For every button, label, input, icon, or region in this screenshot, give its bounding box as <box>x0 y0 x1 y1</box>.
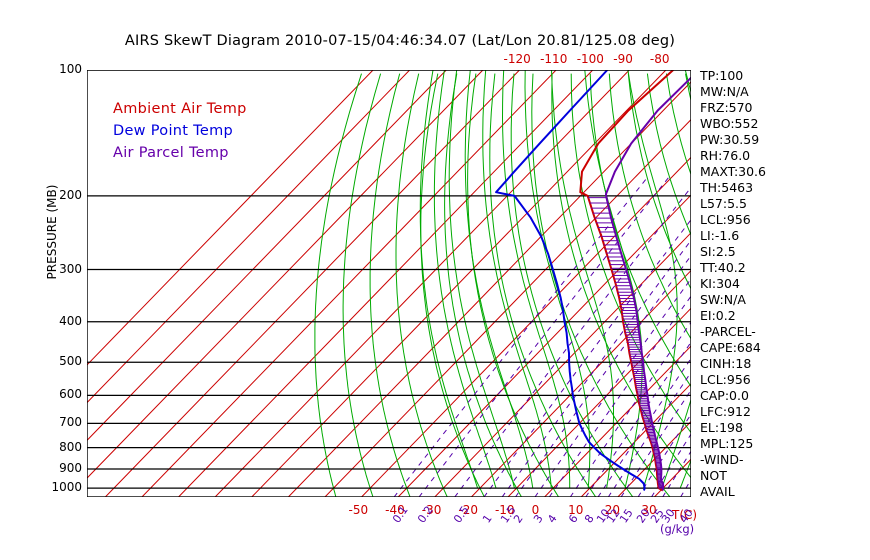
info-item-4: PW:30.59 <box>700 132 760 147</box>
info-panel: TP:100 MW:N/A FRZ:570 WBO:552 PW:30.59 RH:76.… <box>700 68 860 500</box>
pressure-tick-400: 400 <box>59 313 82 328</box>
info-item-8: L57:5.5 <box>700 196 747 211</box>
bottom-temp-tick--30: -30 <box>421 503 442 517</box>
info-item-26: AVAIL <box>700 484 735 499</box>
top-temp-tick--80: -80 <box>649 52 670 66</box>
bottom-temp-tick-20: 20 <box>604 503 621 517</box>
bottom-temp-tick--50: -50 <box>348 503 369 517</box>
top-temp-tick--90: -90 <box>613 52 633 66</box>
info-item-17: CAPE:684 <box>700 340 761 355</box>
bottom-temp-tick--10: -10 <box>494 503 515 517</box>
mixing-ratio-axis-label: (g/kg) <box>660 522 695 536</box>
mixing-ratio-tick-1: 1 <box>480 512 495 526</box>
top-temp-tick--100: -100 <box>576 52 604 66</box>
legend-parcel: Air Parcel Temp <box>113 145 229 161</box>
info-item-0: TP:100 <box>700 68 744 83</box>
top-temp-tick--120: -120 <box>503 52 531 66</box>
info-item-2: FRZ:570 <box>700 100 753 115</box>
pressure-tick-700: 700 <box>59 415 82 430</box>
info-item-24: -WIND- <box>700 452 744 467</box>
info-item-15: EI:0.2 <box>700 308 736 323</box>
bottom-temp-tick-0: 0 <box>531 503 540 517</box>
mixing-ratio-tick-2: 2 <box>511 512 527 526</box>
plot-area <box>87 70 691 497</box>
pressure-tick-200: 200 <box>59 187 82 202</box>
page-title: AIRS SkewT Diagram 2010-07-15/04:46:34.0… <box>124 33 676 49</box>
legend-ambient: Ambient Air Temp <box>113 101 247 117</box>
pressure-tick-1000: 1000 <box>51 480 82 495</box>
info-item-19: LCL:956 <box>700 372 751 387</box>
mixing-ratio-tick-8: 8 <box>581 512 597 526</box>
info-item-9: LCL:956 <box>700 212 751 227</box>
info-item-6: MAXT:30.6 <box>700 164 766 179</box>
top-temp-tick--110: -110 <box>540 52 568 66</box>
info-item-7: TH:5463 <box>700 180 754 195</box>
legend-dewpoint: Dew Point Temp <box>113 123 234 139</box>
bottom-temp-tick--40: -40 <box>385 503 405 517</box>
pressure-tick-800: 800 <box>59 439 82 454</box>
skewt-svg <box>87 70 691 497</box>
info-item-14: SW:N/A <box>700 292 746 307</box>
info-item-21: LFC:912 <box>700 404 751 419</box>
bottom-temp-tick--20: -20 <box>458 503 478 517</box>
info-item-20: CAP:0.0 <box>700 388 749 403</box>
info-item-22: EL:198 <box>700 420 743 435</box>
info-item-1: MW:N/A <box>700 84 749 99</box>
pressure-tick-600: 600 <box>59 387 82 402</box>
mixing-ratio-tick-4: 4 <box>545 512 560 526</box>
pressure-tick-900: 900 <box>59 461 82 475</box>
temperature-axis-label: T(C) <box>672 508 698 522</box>
info-item-13: KI:304 <box>700 276 740 291</box>
info-item-10: LI:-1.6 <box>700 228 740 243</box>
mixing-ratio-tick-3: 3 <box>530 512 546 526</box>
info-item-18: CINH:18 <box>700 356 752 371</box>
pressure-tick-500: 500 <box>59 354 82 369</box>
info-item-25: NOT <box>700 468 727 483</box>
bottom-temp-tick-10: 10 <box>568 503 584 517</box>
bottom-temp-tick-30: 30 <box>641 503 657 517</box>
info-item-3: WBO:552 <box>700 116 759 131</box>
info-item-11: SI:2.5 <box>700 244 736 259</box>
info-item-5: RH:76.0 <box>700 148 751 163</box>
pressure-tick-100: 100 <box>59 62 82 76</box>
pressure-tick-300: 300 <box>59 261 82 276</box>
info-item-23: MPL:125 <box>700 436 754 451</box>
info-item-16: -PARCEL- <box>700 324 756 339</box>
info-item-12: TT:40.2 <box>700 260 746 275</box>
